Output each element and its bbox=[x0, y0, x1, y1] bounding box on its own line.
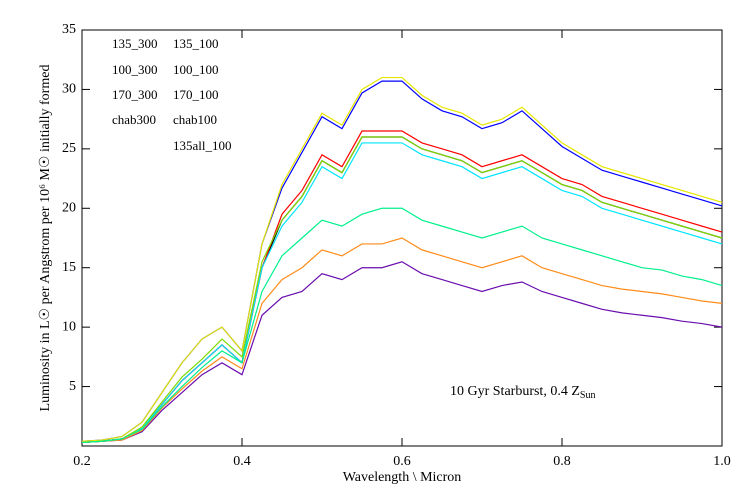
x-tick-label: 0.6 bbox=[393, 454, 411, 469]
x-tick-label: 0.8 bbox=[553, 454, 571, 469]
series-line bbox=[81, 136, 723, 444]
y-tick-label: 30 bbox=[62, 82, 76, 97]
annotation: 10 Gyr Starburst, 0.4 ZSun bbox=[450, 384, 595, 401]
x-tick-label: 0.2 bbox=[73, 454, 91, 469]
annotation-subscript: Sun bbox=[580, 390, 596, 401]
legend-entry: 135_300 bbox=[112, 36, 158, 51]
x-tick-label: 1.0 bbox=[713, 454, 731, 469]
legend-entry: 100_100 bbox=[173, 62, 219, 77]
legend-entry: 135_100 bbox=[173, 36, 219, 51]
y-tick-label: 15 bbox=[62, 260, 76, 275]
y-axis-label: Luminosity in L☉ per Angstrom per 10⁶ M☉… bbox=[38, 65, 53, 412]
series-line bbox=[81, 207, 723, 444]
y-tick-label: 10 bbox=[62, 319, 76, 334]
series-line bbox=[81, 237, 723, 444]
y-tick-label: 5 bbox=[69, 379, 76, 394]
x-tick-label: 0.4 bbox=[233, 454, 251, 469]
x-axis-label: Wavelength \ Micron bbox=[343, 470, 462, 485]
series-line bbox=[81, 76, 723, 442]
y-tick-label: 20 bbox=[62, 201, 76, 216]
legend-entry: 170_100 bbox=[173, 87, 219, 102]
y-tick-label: 25 bbox=[62, 141, 76, 156]
legend-entry: chab100 bbox=[173, 112, 217, 127]
series-line bbox=[81, 142, 723, 444]
series-line bbox=[81, 261, 723, 444]
y-tick-label: 35 bbox=[62, 22, 76, 37]
legend-entry: chab300 bbox=[112, 112, 156, 127]
legend-entry: 100_300 bbox=[112, 62, 158, 77]
legend-entry: 135all_100 bbox=[173, 138, 232, 153]
annotation-text: 10 Gyr Starburst, 0.4 Z bbox=[450, 384, 580, 399]
legend-entry: 170_300 bbox=[112, 87, 158, 102]
